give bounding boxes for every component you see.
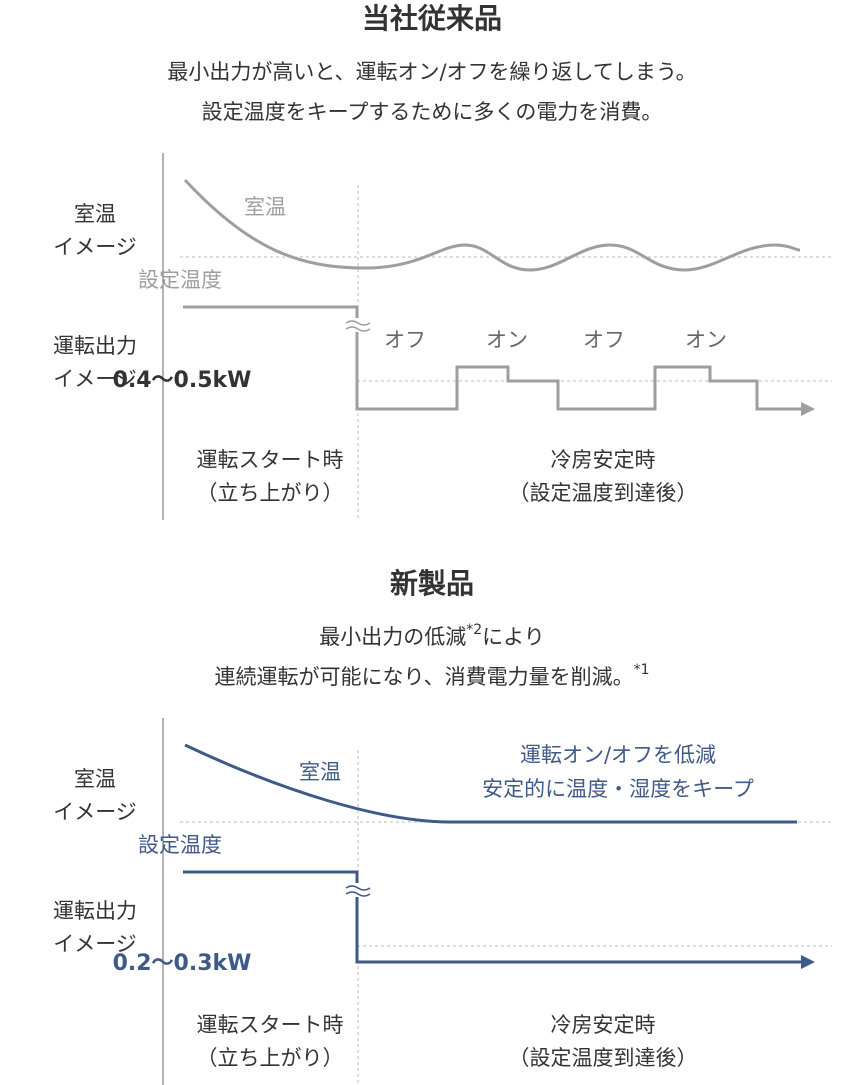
phase-label: 運転スタート時 [197, 448, 344, 472]
curve-label: 室温 [244, 195, 286, 219]
row-label: イメージ [53, 932, 137, 956]
output-label: 0.4〜0.5kW [113, 368, 252, 393]
row-label: 運転出力 [53, 899, 137, 923]
footnote-mark: *2 [466, 622, 482, 638]
description-line: 最小出力の低減*2により [319, 622, 545, 649]
output-line [183, 870, 805, 964]
temperature-curve [184, 743, 797, 824]
row-label: 室温 [74, 202, 116, 226]
row-label: イメージ [53, 800, 137, 824]
state-label: オン [486, 328, 528, 352]
description-text: 最小出力が高いと、運転オン/オフを繰り返してしまう。 [167, 60, 696, 84]
annotation: 運転オン/オフを低減 [520, 743, 716, 767]
description-text: 設定温度をキープするために多くの電力を消費。 [202, 100, 663, 124]
arrow-head [801, 402, 815, 416]
phase-label: （立ち上がり） [197, 481, 344, 505]
row-label: 運転出力 [53, 334, 137, 358]
phase-label: （設定温度到達後） [509, 481, 698, 505]
section-title: 新製品 [390, 567, 474, 600]
phase-label: 冷房安定時 [551, 1013, 656, 1037]
break-mark [345, 885, 371, 897]
row-label: イメージ [53, 235, 137, 259]
row-label: 室温 [74, 767, 116, 791]
section-title: 当社従来品 [362, 2, 502, 35]
state-label: オフ [384, 328, 426, 352]
state-label: オフ [583, 328, 625, 352]
row-label: イメージ [53, 367, 137, 391]
setpoint-label: 設定温度 [138, 833, 222, 857]
annotation: 安定的に温度・湿度をキープ [482, 777, 754, 801]
description-text: 連続運転が可能になり、消費電力量を削減。 [214, 665, 633, 689]
description-text: 最小出力の低減 [319, 625, 466, 649]
output-line [183, 305, 805, 411]
curve-label: 室温 [299, 760, 341, 784]
phase-label: 運転スタート時 [197, 1013, 344, 1037]
footnote-mark: *1 [634, 662, 650, 678]
temperature-curve [183, 178, 801, 272]
description-line: 設定温度をキープするために多くの電力を消費。 [202, 100, 663, 124]
phase-label: （設定温度到達後） [509, 1046, 698, 1070]
arrow-head [801, 955, 815, 969]
description-line: 最小出力が高いと、運転オン/オフを繰り返してしまう。 [167, 60, 696, 84]
output-label: 0.2〜0.3kW [113, 951, 252, 976]
description-line: 連続運転が可能になり、消費電力量を削減。*1 [214, 662, 649, 689]
phase-label: （立ち上がり） [197, 1046, 344, 1070]
break-mark [345, 320, 371, 332]
description-text: により [482, 625, 545, 649]
phase-label: 冷房安定時 [551, 448, 656, 472]
setpoint-label: 設定温度 [138, 268, 222, 292]
state-label: オン [685, 328, 727, 352]
